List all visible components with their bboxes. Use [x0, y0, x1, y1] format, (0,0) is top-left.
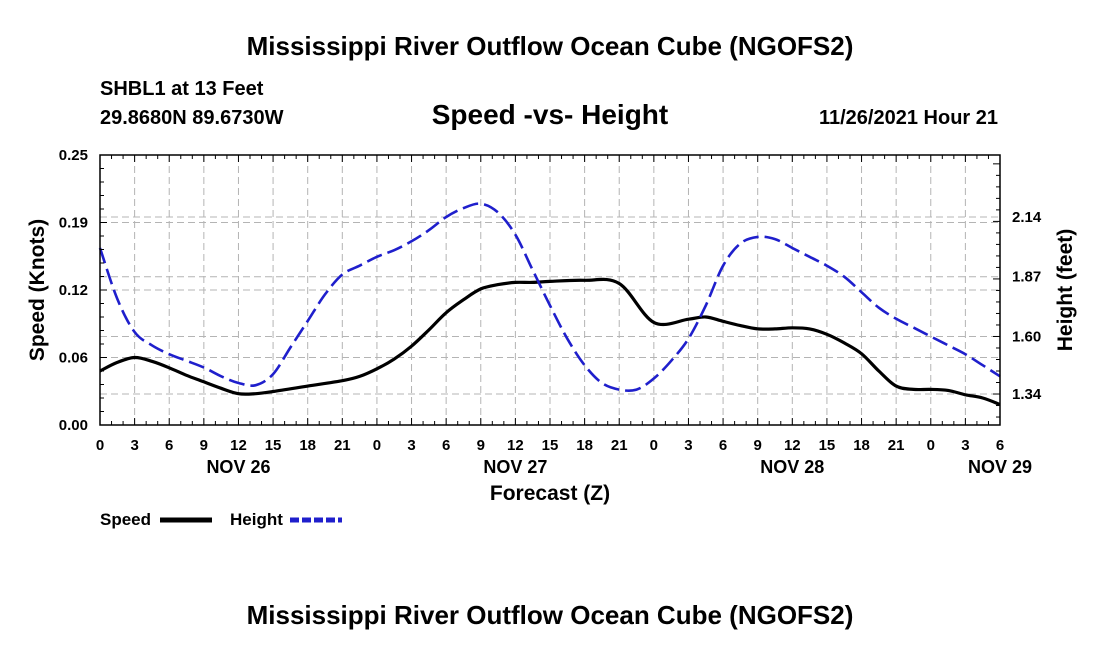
x-tick-label: 12 [230, 437, 247, 454]
date-label: NOV 28 [760, 457, 824, 477]
x-tick-label: 21 [888, 437, 905, 454]
x-tick-label: 3 [961, 437, 969, 454]
y-left-tick-label: 0.12 [59, 282, 88, 299]
x-tick-label: 12 [784, 437, 801, 454]
x-tick-label: 3 [684, 437, 692, 454]
date-label: NOV 27 [483, 457, 547, 477]
series-line-speed [99, 277, 1001, 406]
page-title: Mississippi River Outflow Ocean Cube (NG… [247, 31, 854, 61]
x-tick-label: 18 [576, 437, 593, 454]
legend-height-label: Height [230, 510, 283, 529]
page-title-repeat: Mississippi River Outflow Ocean Cube (NG… [247, 600, 854, 630]
x-tick-label: 18 [853, 437, 870, 454]
legend-speed-label: Speed [100, 510, 151, 529]
x-tick-label: 0 [373, 437, 381, 454]
chart-title: Speed -vs- Height [432, 99, 668, 130]
date-label: NOV 29 [968, 457, 1032, 477]
y-axis-left-label: Speed (Knots) [26, 219, 49, 361]
x-tick-label: 15 [542, 437, 559, 454]
x-tick-label: 0 [650, 437, 658, 454]
x-tick-label: 6 [996, 437, 1004, 454]
y-axis-right-label: Height (feet) [1054, 229, 1077, 352]
ticks [99, 154, 1001, 426]
date-label: NOV 26 [206, 457, 270, 477]
x-tick-label: 9 [754, 437, 762, 454]
tick-labels: 0 3 6 9 12 15 18 21 0 3 6 9 12 15 18 21 0 3 6 9 12 15 18 21 0 3 6 N… [59, 147, 1042, 477]
x-tick-label: 6 [719, 437, 727, 454]
x-tick-label: 3 [130, 437, 138, 454]
y-left-tick-label: 0.19 [59, 215, 88, 232]
legend: Speed Height [100, 510, 342, 529]
grid [100, 155, 1000, 425]
x-tick-label: 12 [507, 437, 524, 454]
x-tick-label: 9 [477, 437, 485, 454]
x-tick-label: 18 [299, 437, 316, 454]
y-left-tick-label: 0.00 [59, 417, 88, 434]
x-tick-label: 3 [407, 437, 415, 454]
x-tick-label: 15 [819, 437, 836, 454]
series-line-height [98, 202, 1001, 392]
y-left-tick-label: 0.25 [59, 147, 88, 164]
x-tick-label: 21 [611, 437, 628, 454]
x-tick-label: 6 [165, 437, 173, 454]
x-tick-label: 21 [334, 437, 351, 454]
station-name: SHBL1 at 13 Feet [100, 78, 264, 100]
y-right-tick-label: 1.34 [1012, 386, 1042, 403]
x-tick-label: 0 [927, 437, 935, 454]
series-layer [98, 202, 1001, 406]
x-tick-label: 6 [442, 437, 450, 454]
y-right-tick-label: 1.60 [1012, 328, 1041, 345]
y-left-tick-label: 0.06 [59, 350, 88, 367]
y-right-tick-label: 1.87 [1012, 269, 1041, 286]
x-axis-label: Forecast (Z) [490, 482, 610, 505]
x-tick-label: 15 [265, 437, 282, 454]
y-right-tick-label: 2.14 [1012, 209, 1042, 226]
x-tick-label: 0 [96, 437, 104, 454]
forecast-datetime: 11/26/2021 Hour 21 [819, 107, 998, 129]
x-tick-label: 9 [200, 437, 208, 454]
station-coords: 29.8680N 89.6730W [100, 107, 284, 129]
